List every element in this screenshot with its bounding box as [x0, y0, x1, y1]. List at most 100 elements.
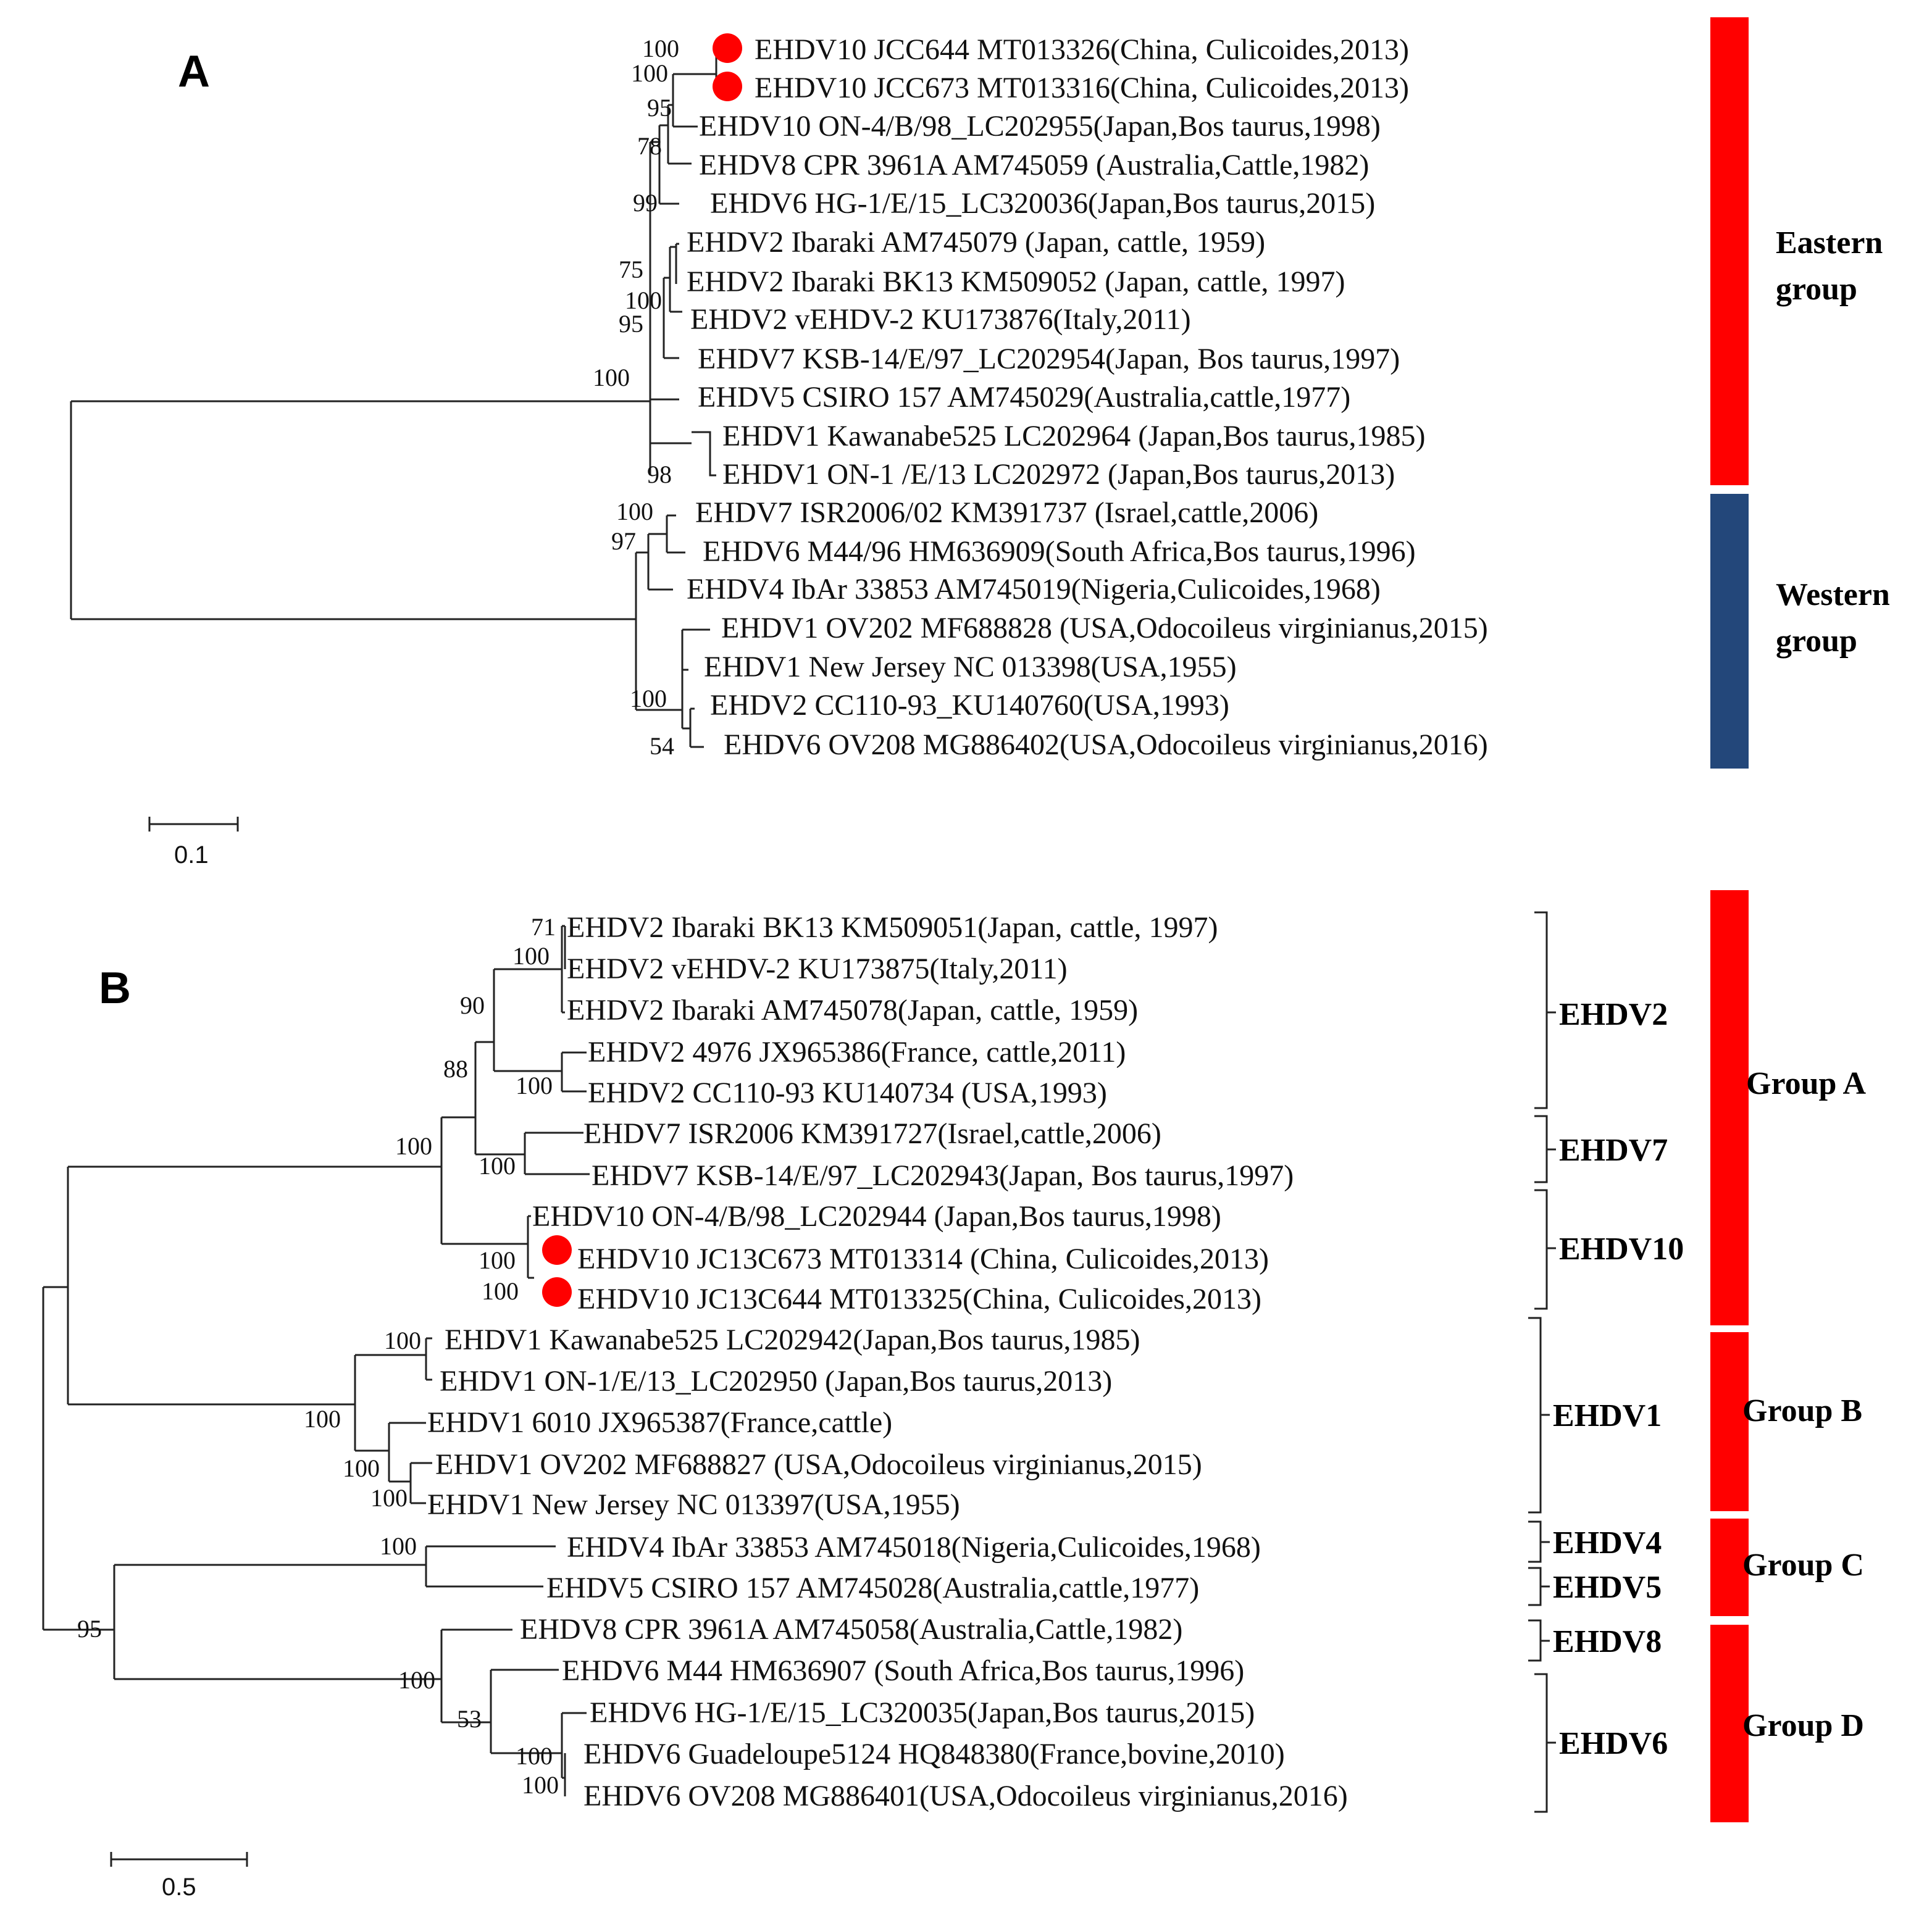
- bootstrap-b-17: 53: [457, 1705, 482, 1733]
- bootstrap-a-13: 100: [630, 685, 667, 712]
- bootstrap-a-1: 100: [642, 35, 679, 62]
- group-c-label: Group C: [1742, 1548, 1864, 1583]
- taxon-b-10: EHDV10 JC13C644 MT013325(China, Culicoid…: [577, 1283, 1261, 1315]
- taxon-b-7: EHDV7 KSB-14/E/97_LC202943(Japan, Bos ta…: [592, 1159, 1294, 1192]
- taxon-b-6: EHDV7 ISR2006 KM391727(Israel,cattle,200…: [583, 1117, 1161, 1150]
- taxon-b-14: EHDV1 OV202 MF688827 (USA,Odocoileus vir…: [435, 1448, 1202, 1481]
- eastern-group-bar: [1710, 17, 1749, 485]
- bootstrap-a-8: 95: [619, 310, 643, 338]
- bootstrap-b-5: 100: [516, 1072, 553, 1099]
- group-a-label: Group A: [1746, 1066, 1867, 1101]
- serotype-label-ehdv1: EHDV1: [1553, 1398, 1662, 1433]
- bootstrap-b-8: 100: [479, 1246, 516, 1274]
- group-d-label: Group D: [1742, 1708, 1864, 1743]
- bootstrap-b-14: 100: [380, 1532, 417, 1560]
- panel-a-tree: [70, 47, 719, 748]
- bootstrap-b-18: 100: [516, 1742, 553, 1770]
- taxon-a-19: EHDV6 OV208 MG886402(USA,Odocoileus virg…: [724, 728, 1488, 761]
- taxon-b-5: EHDV2 CC110-93 KU140734 (USA,1993): [588, 1077, 1107, 1109]
- serotype-label-ehdv2: EHDV2: [1559, 997, 1668, 1032]
- bootstrap-b-4: 88: [443, 1055, 468, 1083]
- china-strain-marker-b-1: [542, 1235, 572, 1265]
- taxon-a-9: EHDV7 KSB-14/E/97_LC202954(Japan, Bos ta…: [698, 343, 1400, 375]
- bootstrap-a-11: 100: [616, 498, 653, 525]
- eastern-group-label-1: Eastern: [1776, 225, 1883, 261]
- taxon-a-18: EHDV2 CC110-93_KU140760(USA,1993): [710, 689, 1229, 722]
- taxon-a-5: EHDV6 HG-1/E/15_LC320036(Japan,Bos tauru…: [710, 187, 1375, 220]
- taxon-b-12: EHDV1 ON-1/E/13_LC202950 (Japan,Bos taur…: [440, 1365, 1112, 1398]
- bootstrap-a-7: 100: [625, 286, 662, 314]
- western-group-bar: [1710, 494, 1749, 769]
- taxon-b-8: EHDV10 ON-4/B/98_LC202944 (Japan,Bos tau…: [532, 1200, 1221, 1233]
- panel-b-bootstrap: 71 100 90 88 100 100 100 100 100 100 100…: [77, 913, 559, 1799]
- taxon-a-4: EHDV8 CPR 3961A AM745059 (Australia,Catt…: [699, 149, 1369, 181]
- china-strain-marker-a-1: [713, 33, 742, 63]
- taxon-b-2: EHDV2 vEHDV-2 KU173875(Italy,2011): [567, 953, 1068, 985]
- taxon-a-12: EHDV1 ON-1 /E/13 LC202972 (Japan,Bos tau…: [722, 458, 1395, 491]
- bootstrap-b-9: 100: [482, 1277, 519, 1305]
- group-a-bar: [1710, 890, 1749, 1325]
- serotype-label-ehdv7: EHDV7: [1559, 1133, 1668, 1168]
- bootstrap-a-12: 97: [611, 527, 636, 555]
- taxon-b-11: EHDV1 Kawanabe525 LC202942(Japan,Bos tau…: [445, 1324, 1140, 1356]
- bootstrap-a-3: 95: [647, 94, 672, 122]
- panel-a-bootstrap: 100 100 95 78 99 75 100 95 100 98 100 97…: [593, 35, 679, 760]
- serotype-label-ehdv6: EHDV6: [1559, 1726, 1668, 1761]
- taxon-a-10: EHDV5 CSIRO 157 AM745029(Australia,cattl…: [698, 381, 1350, 414]
- bootstrap-b-1: 71: [531, 913, 556, 941]
- western-group-label-2: group: [1776, 623, 1857, 659]
- serotype-labels: EHDV2 EHDV7 EHDV10 EHDV1 EHDV4 EHDV5 EHD…: [1553, 997, 1684, 1761]
- bootstrap-a-4: 78: [637, 132, 662, 160]
- serotype-brackets: [1528, 911, 1556, 1813]
- china-strain-marker-b-2: [542, 1277, 572, 1307]
- taxon-a-7: EHDV2 Ibaraki BK13 KM509052 (Japan, catt…: [687, 265, 1345, 298]
- taxon-a-16: EHDV1 OV202 MF688828 (USA,Odocoileus vir…: [721, 612, 1488, 644]
- taxon-b-4: EHDV2 4976 JX965386(France, cattle,2011): [588, 1036, 1126, 1069]
- bootstrap-b-7: 100: [479, 1152, 516, 1180]
- taxon-a-2: EHDV10 JCC673 MT013316(China, Culicoides…: [755, 72, 1409, 104]
- scale-label-b: 0.5: [162, 1874, 196, 1901]
- taxon-b-21: EHDV6 Guadeloupe5124 HQ848380(France,bov…: [583, 1738, 1285, 1770]
- panel-a-label: A: [178, 47, 210, 96]
- taxon-b-19: EHDV6 M44 HM636907 (South Africa,Bos tau…: [562, 1654, 1244, 1687]
- taxon-b-13: EHDV1 6010 JX965387(France,cattle): [427, 1406, 892, 1439]
- bootstrap-a-5: 99: [633, 189, 658, 217]
- taxon-a-15: EHDV4 IbAr 33853 AM745019(Nigeria,Culico…: [687, 573, 1381, 606]
- serotype-label-ehdv5: EHDV5: [1553, 1570, 1662, 1605]
- taxon-b-16: EHDV4 IbAr 33853 AM745018(Nigeria,Culico…: [567, 1531, 1261, 1564]
- taxon-a-6: EHDV2 Ibaraki AM745079 (Japan, cattle, 1…: [687, 226, 1265, 259]
- bootstrap-b-16: 100: [398, 1666, 435, 1694]
- panel-a-tips: EHDV10 JCC644 MT013326(China, Culicoides…: [687, 33, 1488, 761]
- serotype-label-ehdv10: EHDV10: [1559, 1232, 1684, 1267]
- taxon-b-15: EHDV1 New Jersey NC 013397(USA,1955): [427, 1488, 960, 1521]
- scale-bar-a: [148, 817, 239, 832]
- taxon-a-11: EHDV1 Kawanabe525 LC202964 (Japan,Bos ta…: [722, 420, 1425, 452]
- serotype-label-ehdv8: EHDV8: [1553, 1624, 1662, 1659]
- bootstrap-b-10: 100: [384, 1327, 421, 1354]
- serotype-label-ehdv4: EHDV4: [1553, 1525, 1662, 1561]
- panel-b-tips: EHDV2 Ibaraki BK13 KM509051(Japan, cattl…: [427, 911, 1348, 1812]
- group-b-bar: [1710, 1332, 1749, 1511]
- taxon-b-20: EHDV6 HG-1/E/15_LC320035(Japan,Bos tauru…: [590, 1696, 1255, 1729]
- eastern-group-label-2: group: [1776, 272, 1857, 307]
- group-d-bar: [1710, 1625, 1749, 1822]
- bootstrap-b-2: 100: [512, 942, 550, 970]
- scale-label-a: 0.1: [174, 841, 209, 869]
- taxon-a-17: EHDV1 New Jersey NC 013398(USA,1955): [704, 651, 1237, 683]
- bootstrap-a-10: 98: [647, 461, 672, 488]
- group-c-bar: [1710, 1519, 1749, 1616]
- bootstrap-a-2: 100: [631, 59, 668, 87]
- taxon-a-14: EHDV6 M44/96 HM636909(South Africa,Bos t…: [703, 535, 1416, 568]
- scale-bar-b: [110, 1852, 248, 1867]
- taxon-b-17: EHDV5 CSIRO 157 AM745028(Australia,cattl…: [546, 1572, 1199, 1604]
- bootstrap-b-13: 100: [370, 1484, 408, 1512]
- bootstrap-a-14: 54: [650, 732, 674, 760]
- bootstrap-b-15: 95: [77, 1615, 102, 1643]
- taxon-a-3: EHDV10 ON-4/B/98_LC202955(Japan,Bos taur…: [699, 110, 1381, 143]
- western-group-label-1: Western: [1776, 577, 1890, 612]
- taxon-b-3: EHDV2 Ibaraki AM745078(Japan, cattle, 19…: [567, 994, 1138, 1027]
- taxon-b-1: EHDV2 Ibaraki BK13 KM509051(Japan, cattl…: [567, 911, 1218, 944]
- bootstrap-b-12: 100: [343, 1454, 380, 1482]
- panel-b-tree: [42, 925, 590, 1796]
- bootstrap-a-6: 75: [619, 256, 643, 283]
